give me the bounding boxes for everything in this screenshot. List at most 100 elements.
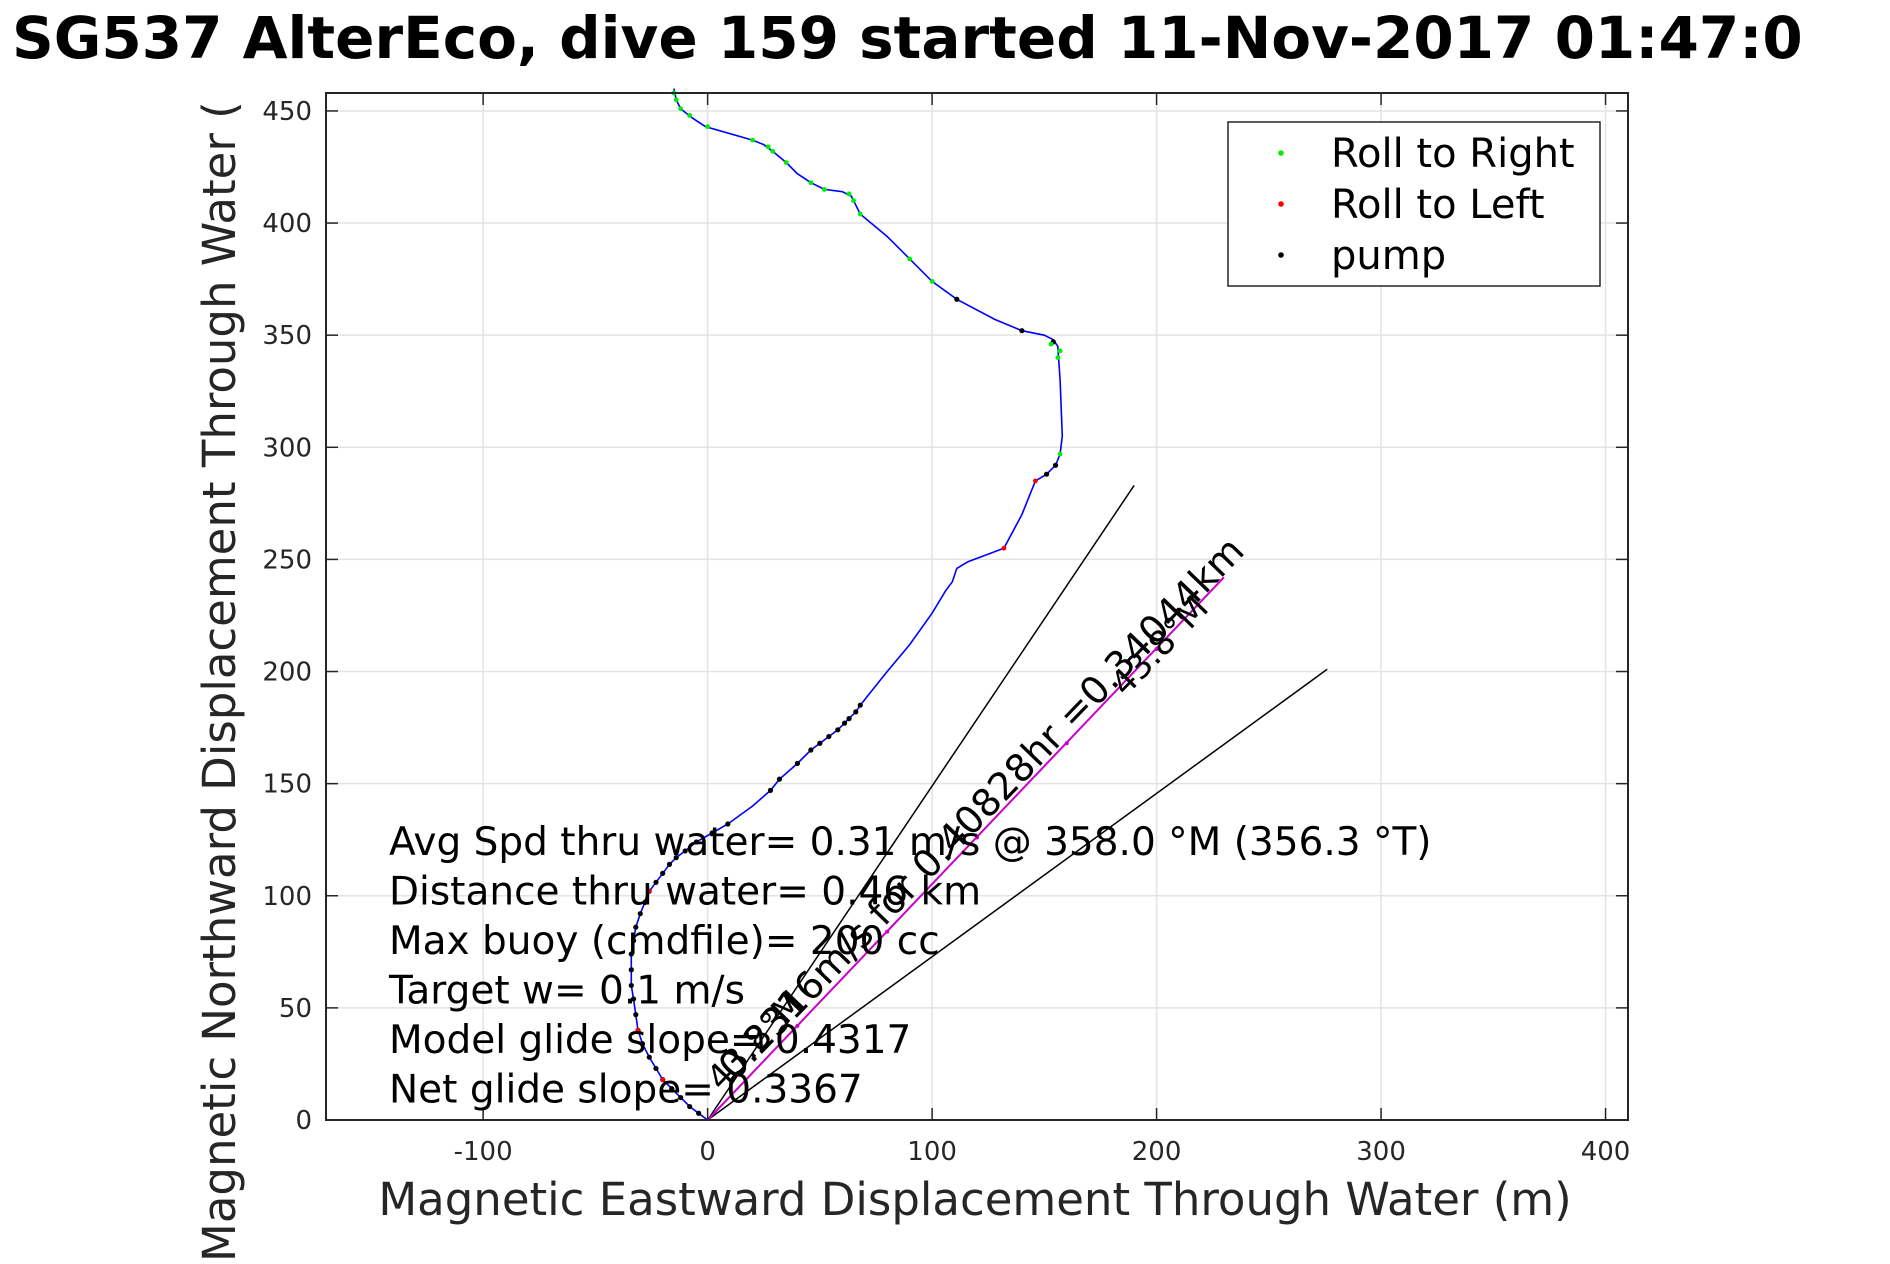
y-tick-label: 50: [279, 994, 312, 1024]
roll-right-point: [765, 144, 771, 150]
y-tick-label: 300: [262, 433, 312, 463]
net-heading-mark: [1154, 647, 1159, 652]
pump-point: [1019, 328, 1025, 334]
x-tick-label: 0: [699, 1137, 716, 1167]
pump-point: [646, 1054, 652, 1060]
pump-point: [639, 1041, 646, 1047]
roll-right-point: [808, 180, 814, 186]
tick-labels: -100 0 100 200 300 400 0 50 100 150 200 250 300 350 40…: [262, 97, 1630, 1167]
y-tick-label: 400: [262, 209, 312, 239]
roll-right-point: [770, 148, 776, 154]
pump-point: [633, 924, 639, 930]
axes-box: [325, 92, 1629, 1121]
pump-point: [693, 839, 699, 845]
roll-right-point: [907, 256, 913, 262]
axes: [325, 92, 1629, 1121]
pump-point: [846, 716, 852, 722]
pump-point: [666, 861, 673, 867]
roll-right-point: [687, 113, 693, 118]
roll-right-point: [783, 160, 789, 165]
legend-marker: [1278, 150, 1284, 156]
pump-point: [725, 821, 731, 827]
pump-point: [696, 1110, 702, 1116]
roll-right-point: [705, 124, 711, 130]
net-heading-mark: [885, 929, 890, 934]
heading-wedge: [706, 484, 1328, 1121]
y-tick-label: 0: [295, 1106, 312, 1136]
y-axis-label: Magnetic Northward Displacement Through …: [193, 101, 246, 1260]
roll-right-point: [821, 187, 827, 192]
roll-right-point: [1048, 341, 1054, 347]
roll-left-point: [1001, 545, 1007, 551]
roll-right-point: [750, 137, 755, 143]
dive-summary-text: Avg Spd thru water= 0.31 m/s @ 358.0 °M …: [389, 820, 1432, 865]
net-heading-mark: [975, 835, 979, 840]
x-tick-label: 400: [1581, 1137, 1631, 1167]
net-heading-mark: [795, 1023, 800, 1028]
legend-marker: [1278, 252, 1284, 258]
legend-label: pump: [1331, 233, 1446, 279]
pump-point: [817, 740, 823, 746]
pump-point: [660, 870, 666, 876]
pump-point: [954, 296, 960, 302]
y-tick-label: 450: [262, 97, 312, 127]
legend-label: Roll to Right: [1331, 131, 1575, 177]
pump-point: [673, 855, 679, 861]
roll-left-point: [646, 888, 652, 894]
pump-point: [633, 1012, 639, 1018]
pump-point: [628, 982, 634, 989]
x-tick-label: -100: [454, 1137, 513, 1167]
roll-left-point: [635, 1027, 641, 1033]
x-tick-label: 200: [1132, 1137, 1182, 1167]
pump-point: [776, 776, 783, 782]
roll-right-point: [673, 97, 679, 103]
pump-point: [628, 967, 634, 973]
pump-point: [628, 951, 634, 957]
roll-right-point: [851, 198, 856, 204]
data-markers: [628, 90, 1063, 1116]
pump-point: [682, 848, 688, 854]
dive-summary-text: Model glide slope= 0.4317: [389, 1018, 911, 1063]
x-axis-label: Magnetic Eastward Displacement Through W…: [378, 1173, 1571, 1226]
pump-point: [630, 938, 637, 944]
net-heading-mark: [1064, 741, 1069, 746]
pump-point: [1052, 462, 1059, 468]
roll-right-point: [1057, 348, 1063, 354]
net-heading-line: [706, 576, 1225, 1121]
x-tick-label: 300: [1356, 1137, 1406, 1167]
pump-point: [767, 787, 774, 793]
roll-right-point: [846, 191, 852, 197]
roll-right-point: [929, 278, 935, 284]
roll-right-point: [1057, 451, 1063, 457]
pump-point: [835, 727, 841, 733]
dive-summary-text: Net glide slope= 0.3367: [389, 1068, 863, 1113]
roll-left-point: [660, 1077, 666, 1083]
y-tick-label: 150: [262, 770, 312, 800]
dive-summary-text: Distance thru water= 0.46 km: [389, 870, 981, 915]
heading-wedge-line: [707, 668, 1328, 1121]
pump-point: [653, 879, 659, 885]
pump-point: [709, 830, 715, 836]
pump-point: [853, 709, 859, 715]
y-tick-label: 250: [262, 545, 312, 575]
y-tick-label: 350: [262, 321, 312, 351]
roll-left-point: [1032, 478, 1038, 484]
roll-right-point: [678, 106, 684, 112]
pump-point: [653, 1065, 659, 1072]
roll-right-point: [857, 211, 863, 217]
dive-summary-text: Target w= 0.1 m/s: [388, 969, 745, 1014]
pump-point: [794, 760, 801, 767]
pump-point: [857, 702, 863, 708]
pump-point: [1043, 471, 1050, 477]
pump-point: [687, 1103, 693, 1110]
legend-marker: [1278, 201, 1284, 207]
pump-point: [630, 996, 637, 1002]
pump-point: [637, 911, 643, 917]
y-tick-label: 200: [262, 658, 312, 688]
roll-right-point: [1055, 355, 1061, 360]
legend: Roll to Right Roll to Left pump: [1227, 121, 1601, 287]
legend-box: [1227, 121, 1601, 287]
pump-point: [678, 1094, 684, 1101]
